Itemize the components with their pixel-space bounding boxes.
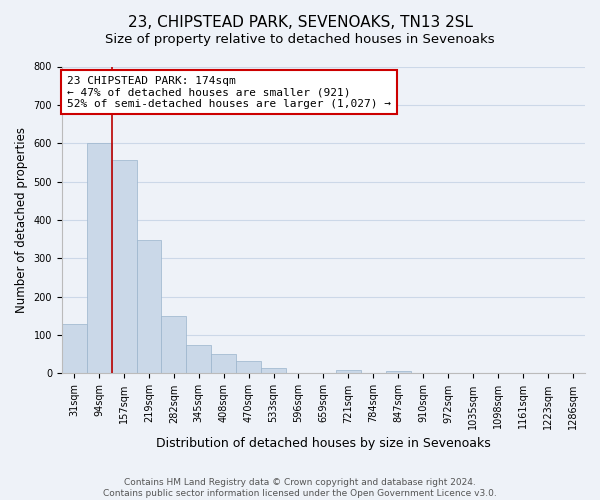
Bar xyxy=(112,160,137,374)
Bar xyxy=(211,354,236,374)
Bar xyxy=(187,344,211,374)
Bar xyxy=(386,371,410,374)
Bar xyxy=(336,370,361,374)
Text: 23 CHIPSTEAD PARK: 174sqm
← 47% of detached houses are smaller (921)
52% of semi: 23 CHIPSTEAD PARK: 174sqm ← 47% of detac… xyxy=(67,76,391,109)
X-axis label: Distribution of detached houses by size in Sevenoaks: Distribution of detached houses by size … xyxy=(156,437,491,450)
Y-axis label: Number of detached properties: Number of detached properties xyxy=(15,127,28,313)
Bar xyxy=(137,240,161,374)
Text: 23, CHIPSTEAD PARK, SEVENOAKS, TN13 2SL: 23, CHIPSTEAD PARK, SEVENOAKS, TN13 2SL xyxy=(128,15,473,30)
Text: Contains HM Land Registry data © Crown copyright and database right 2024.
Contai: Contains HM Land Registry data © Crown c… xyxy=(103,478,497,498)
Bar xyxy=(261,368,286,374)
Bar xyxy=(86,143,112,374)
Bar xyxy=(62,324,86,374)
Bar xyxy=(236,361,261,374)
Bar xyxy=(161,316,187,374)
Text: Size of property relative to detached houses in Sevenoaks: Size of property relative to detached ho… xyxy=(105,32,495,46)
